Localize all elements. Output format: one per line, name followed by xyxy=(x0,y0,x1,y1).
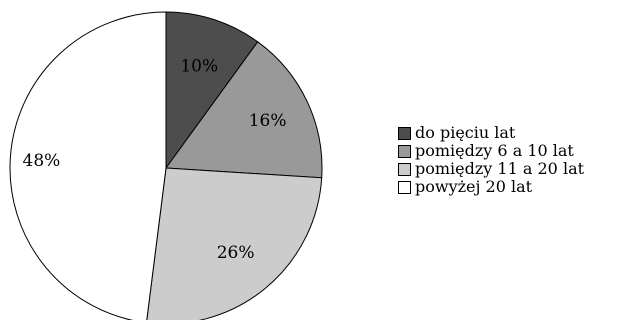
pie-slice xyxy=(165,11,259,170)
legend-item: powyżej 20 lat xyxy=(398,178,584,196)
legend-swatch xyxy=(398,180,411,194)
legend-label: do pięciu lat xyxy=(415,123,516,142)
legend-label: pomiędzy 6 a 10 lat xyxy=(415,141,574,160)
legend-item: do pięciu lat xyxy=(398,124,584,142)
legend-swatch xyxy=(398,162,411,176)
legend-swatch xyxy=(398,126,411,140)
pie-slice xyxy=(165,41,323,179)
pie-value-labels: 10% 16% 26% 48% xyxy=(23,57,287,264)
legend-swatch xyxy=(398,144,411,158)
legend-item: pomiędzy 11 a 20 lat xyxy=(398,160,584,178)
legend-label: powyżej 20 lat xyxy=(415,177,533,196)
slice-label-3: 48% xyxy=(23,151,61,171)
legend-item: pomiędzy 6 a 10 lat xyxy=(398,142,584,160)
legend: do pięciu lat pomiędzy 6 a 10 lat pomięd… xyxy=(398,124,584,196)
pie-slices xyxy=(9,11,323,320)
slice-label-2: 26% xyxy=(217,243,255,263)
pie-slice xyxy=(9,11,167,320)
legend-label: pomiędzy 11 a 20 lat xyxy=(415,159,585,178)
pie-chart: 10% 16% 26% 48% xyxy=(9,11,323,320)
slice-label-0: 10% xyxy=(180,57,218,77)
slice-label-1: 16% xyxy=(249,111,287,131)
pie-slice xyxy=(146,167,323,320)
